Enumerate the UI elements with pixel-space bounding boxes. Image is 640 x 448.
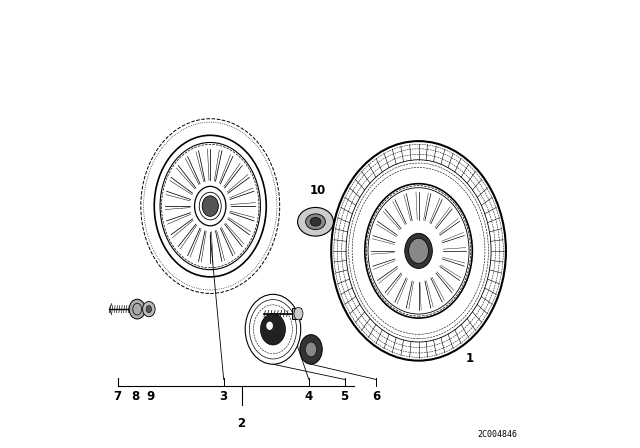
Ellipse shape <box>294 307 303 320</box>
Ellipse shape <box>298 207 333 236</box>
Text: 8: 8 <box>131 390 140 403</box>
Text: 6: 6 <box>372 390 380 403</box>
Text: 10: 10 <box>310 184 326 197</box>
Ellipse shape <box>195 186 226 226</box>
Ellipse shape <box>143 302 155 317</box>
Ellipse shape <box>306 214 325 230</box>
Ellipse shape <box>310 217 321 226</box>
Ellipse shape <box>404 233 433 268</box>
Ellipse shape <box>365 184 472 318</box>
Ellipse shape <box>146 306 152 313</box>
Ellipse shape <box>300 335 323 364</box>
Ellipse shape <box>129 299 145 319</box>
Ellipse shape <box>332 141 506 361</box>
Ellipse shape <box>266 322 273 330</box>
Text: 5: 5 <box>340 390 349 403</box>
Text: 7: 7 <box>113 390 122 403</box>
Ellipse shape <box>305 342 317 357</box>
Text: 2: 2 <box>237 417 246 430</box>
Text: 4: 4 <box>305 390 313 403</box>
Text: 9: 9 <box>147 390 155 403</box>
Text: 3: 3 <box>220 390 228 403</box>
Text: 1: 1 <box>466 352 474 365</box>
Ellipse shape <box>245 294 301 364</box>
Text: 2C004846: 2C004846 <box>477 430 517 439</box>
Ellipse shape <box>407 236 430 266</box>
FancyBboxPatch shape <box>292 308 301 319</box>
Ellipse shape <box>260 314 285 345</box>
Ellipse shape <box>154 135 266 277</box>
Ellipse shape <box>409 238 428 263</box>
Ellipse shape <box>202 196 218 216</box>
